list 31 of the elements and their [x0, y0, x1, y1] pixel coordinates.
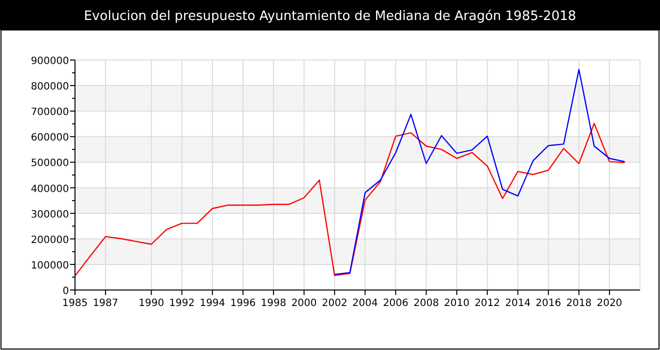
x-tick-label: 2014 [505, 298, 531, 309]
x-tick-label: 2006 [382, 298, 408, 309]
x-tick-label: 2018 [566, 298, 592, 309]
x-tick-label: 1992 [169, 298, 195, 309]
y-tick-label: 0 [62, 286, 69, 297]
x-tick-label: 2010 [444, 298, 470, 309]
y-tick-label: 100000 [30, 260, 69, 272]
y-tick-label: 200000 [30, 234, 69, 246]
y-tick-label: 900000 [30, 56, 69, 67]
y-tick-label: 600000 [30, 132, 69, 144]
line-series [74, 122, 626, 277]
x-tick-label: 1996 [230, 298, 256, 309]
x-tick-label: 2000 [291, 298, 317, 309]
chart-title: Evolucion del presupuesto Ayuntamiento de Mediana de Aragón 1985-2018 [84, 9, 576, 24]
y-tick-label: 300000 [30, 209, 69, 220]
x-tick-label: 2020 [596, 298, 622, 309]
x-tick-label: 1990 [138, 298, 164, 309]
y-tick-label: 800000 [30, 82, 69, 93]
y-tick-label: 700000 [30, 107, 69, 118]
x-tick-label: 2008 [413, 298, 439, 309]
y-tick-label: 400000 [30, 184, 69, 195]
x-tick-label: 1985 [62, 298, 88, 309]
x-tick-label: 1994 [200, 298, 226, 309]
x-tick-label: 2012 [474, 298, 500, 309]
x-tick-label: 2016 [536, 298, 562, 309]
x-tick-label: 1987 [92, 298, 118, 309]
line-series [334, 68, 626, 276]
x-tick-label: 2002 [322, 298, 348, 309]
y-tick-label: 500000 [30, 158, 69, 170]
x-tick-label: 2004 [352, 298, 378, 309]
x-tick-label: 1998 [260, 298, 286, 309]
